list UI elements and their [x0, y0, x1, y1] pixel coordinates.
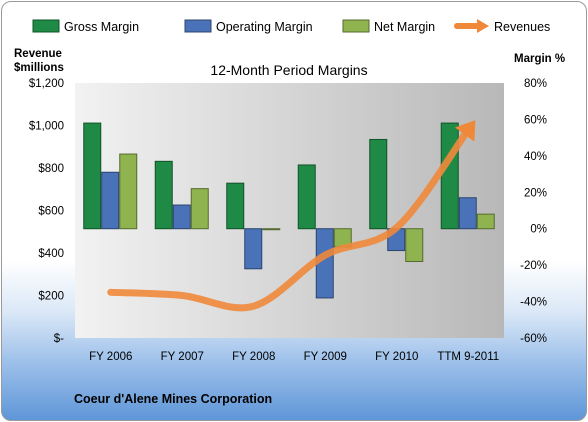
- right-axis-title: Margin %: [514, 53, 565, 65]
- category-label-4: FY 2009: [304, 351, 347, 363]
- left-tick-label-5: $800: [38, 163, 64, 175]
- right-tick-label-6: 40%: [524, 151, 547, 163]
- category-axis-ticks: FY 2006 FY 2007 FY 2008 FY 2009 FY 2010 TTM 9…: [89, 351, 499, 363]
- bar-operating-margin-2: [172, 204, 191, 230]
- left-axis-ticks: $- $200 $400 $600 $800 $1,000 $1,200: [29, 78, 64, 345]
- bar-gross-margin-1: [83, 122, 102, 230]
- right-tick-label-1: -60%: [520, 333, 547, 345]
- bar-gross-margin-3: [226, 182, 245, 230]
- right-tick-label-7: 60%: [524, 114, 547, 126]
- category-label-3: FY 2008: [232, 351, 275, 363]
- right-tick-label-3: -20%: [520, 260, 547, 272]
- revenue-line: [107, 126, 472, 312]
- left-axis-title-line2: $millions: [14, 62, 64, 74]
- legend-label-revenues: Revenues: [494, 20, 550, 34]
- bar-operating-margin-3: [244, 228, 263, 270]
- bar-operating-margin-1: [101, 171, 120, 230]
- legend-swatch-arrow-revenues: [477, 19, 489, 33]
- chart-title: 12-Month Period Margins: [210, 62, 367, 78]
- bar-operating-margin-6: [458, 197, 477, 230]
- left-axis-title-line1: Revenue: [14, 48, 62, 60]
- legend-swatch-gross-margin: [32, 19, 60, 33]
- bar-net-margin-1: [119, 153, 138, 230]
- left-tick-label-6: $1,000: [29, 121, 64, 133]
- left-tick-label-7: $1,200: [29, 78, 64, 90]
- left-tick-label-2: $200: [38, 291, 64, 303]
- revenue-line-group: [107, 120, 476, 312]
- left-tick-label-3: $400: [38, 248, 64, 260]
- right-tick-label-8: 80%: [524, 78, 547, 90]
- legend: Gross Margin Operating Margin Net Margin Re…: [32, 19, 550, 34]
- legend-swatch-net-margin: [342, 19, 370, 33]
- category-label-6: TTM 9-2011: [437, 351, 499, 363]
- bar-gross-margin-2: [154, 160, 173, 230]
- legend-label-operating-margin: Operating Margin: [216, 20, 313, 34]
- left-tick-label-4: $600: [38, 206, 64, 218]
- plot-area: [75, 83, 504, 338]
- category-label-5: FY 2010: [375, 351, 418, 363]
- right-tick-label-2: -40%: [520, 297, 547, 309]
- category-label-1: FY 2006: [89, 351, 132, 363]
- bar-gross-margin-6: [440, 122, 459, 230]
- legend-swatch-operating-margin: [184, 19, 212, 33]
- left-tick-label-1: $-: [54, 333, 64, 345]
- category-label-2: FY 2007: [161, 351, 204, 363]
- bar-net-margin-6: [476, 213, 495, 230]
- bar-gross-margin-5: [369, 138, 388, 230]
- right-tick-label-5: 20%: [524, 187, 547, 199]
- right-axis-ticks: -60% -40% -20% 0% 20% 40% 60% 80%: [520, 78, 547, 345]
- bar-net-margin-3: [262, 228, 281, 231]
- revenue-arrowhead: [455, 120, 476, 142]
- company-name: Coeur d'Alene Mines Corporation: [74, 392, 272, 406]
- legend-label-gross-margin: Gross Margin: [64, 20, 139, 34]
- bar-net-margin-2: [190, 188, 209, 230]
- legend-label-net-margin: Net Margin: [374, 20, 435, 34]
- bar-gross-margin-4: [297, 164, 316, 230]
- bar-net-margin-5: [405, 228, 424, 262]
- right-tick-label-4: 0%: [530, 224, 547, 236]
- bar-group: [83, 122, 495, 299]
